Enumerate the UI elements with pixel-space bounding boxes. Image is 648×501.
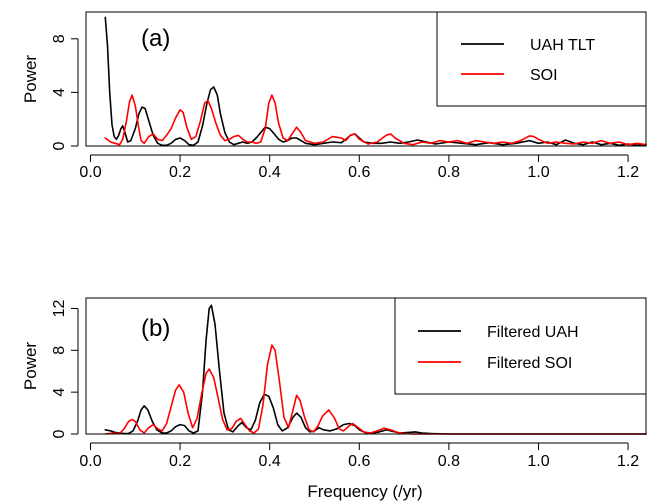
- panel-a-x-tick-label: 0.4: [259, 164, 281, 181]
- panel-b-x-axis: 0.0 0.2 0.4 0.6 0.8 1.0 1.2: [79, 442, 639, 470]
- panel-b-legend-box: [394, 297, 647, 395]
- panel-b: 0.0 0.2 0.4 0.6 0.8 1.0 1.2 0 4 8 12 (b) Power Fr…: [21, 297, 647, 501]
- panel-b-legend-entry-1: Filtered SOI: [487, 355, 572, 372]
- panel-b-x-tick-label: 0.6: [348, 453, 370, 470]
- panel-a-x-tick-label: 1.0: [527, 164, 549, 181]
- panel-b-series-line-1: [104, 344, 647, 435]
- panel-b-series-line-0: [104, 304, 647, 435]
- panel-b-y-tick-label: 4: [51, 388, 68, 397]
- panel-a-x-axis: 0.0 0.2 0.4 0.6 0.8 1.0 1.2: [79, 154, 639, 181]
- panel-a-x-tick-label: 0.8: [438, 164, 460, 181]
- panel-b-y-axis: 0 4 8 12: [51, 299, 79, 438]
- panel-a-x-tick-label: 0.2: [169, 164, 191, 181]
- panel-b-y-tick-label: 0: [51, 429, 68, 438]
- panel-a-y-tick-label: 0: [51, 141, 68, 150]
- panel-a-series-line-1: [104, 94, 647, 146]
- panel-a-y-tick-label: 8: [51, 34, 68, 43]
- panel-b-x-tick-label: 0.2: [169, 453, 191, 470]
- panel-a: 0.0 0.2 0.4 0.6 0.8 1.0 1.2 0 4 8 (a) Power UAH …: [21, 11, 647, 181]
- panel-a-x-tick-label: 0.6: [348, 164, 370, 181]
- panel-a-x-tick-label: 0.0: [79, 164, 101, 181]
- panel-b-x-tick-label: 1.2: [617, 453, 639, 470]
- panel-a-x-tick-label: 1.2: [617, 164, 639, 181]
- panel-a-y-tick-label: 4: [51, 88, 68, 97]
- panel-b-series: [104, 304, 647, 435]
- panel-a-y-axis-title: Power: [21, 55, 40, 104]
- panel-a-series-line-0: [104, 16, 647, 147]
- panel-b-y-tick-label: 12: [51, 299, 68, 317]
- panel-b-legend: Filtered UAH Filtered SOI: [394, 297, 647, 395]
- panel-a-y-axis: 0 4 8: [51, 34, 79, 150]
- panel-a-legend-box: [436, 11, 647, 107]
- panel-b-x-axis-title: Frequency (/yr): [307, 482, 422, 501]
- panel-a-series: [104, 16, 647, 147]
- panel-b-x-tick-label: 0.4: [259, 453, 281, 470]
- panel-a-legend-entry-1: SOI: [530, 67, 558, 84]
- panel-b-x-tick-label: 0.8: [438, 453, 460, 470]
- panel-a-legend-entry-0: UAH TLT: [530, 37, 595, 54]
- panel-b-legend-entry-0: Filtered UAH: [487, 324, 579, 341]
- panel-b-x-tick-label: 0.0: [79, 453, 101, 470]
- panel-a-label: (a): [141, 25, 170, 52]
- panel-b-x-tick-label: 1.0: [527, 453, 549, 470]
- panel-b-y-tick-label: 8: [51, 346, 68, 355]
- panel-a-legend: UAH TLT SOI: [436, 11, 647, 107]
- panel-b-y-axis-title: Power: [21, 342, 40, 391]
- panel-b-label: (b): [141, 315, 170, 342]
